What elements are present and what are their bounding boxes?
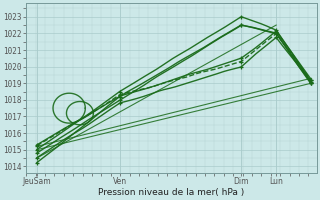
X-axis label: Pression niveau de la mer( hPa ): Pression niveau de la mer( hPa ) — [98, 188, 244, 197]
